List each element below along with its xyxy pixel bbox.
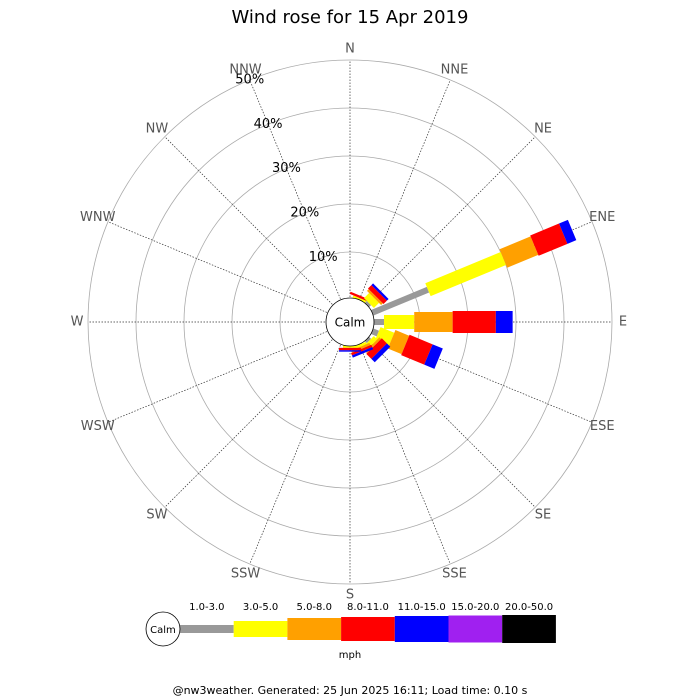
spoke [358, 79, 451, 302]
legend-label: 20.0-50.0 [505, 602, 553, 613]
spoke [358, 342, 451, 565]
footer: @nw3weather. Generated: 25 Jun 2025 16:1… [173, 684, 528, 697]
wind-bar [384, 315, 415, 329]
wind-bar [425, 252, 507, 297]
spoke [107, 330, 330, 423]
direction-label: NW [146, 121, 169, 136]
spoke [249, 342, 342, 565]
unit-label: mph [339, 650, 361, 661]
wind-bar [452, 311, 496, 333]
wind-bar [351, 346, 374, 358]
wind-bar [351, 344, 373, 356]
legend-label: 8.0-11.0 [347, 602, 389, 613]
r-tick-label: 20% [290, 205, 319, 220]
spoke [365, 136, 536, 307]
direction-label: N [345, 42, 355, 57]
bars [339, 219, 577, 369]
grid-ring [87, 59, 613, 585]
legend-swatch [180, 625, 234, 633]
legend-swatch [502, 615, 556, 643]
direction-label: ENE [589, 210, 615, 225]
spoke [107, 221, 330, 314]
wind-bar [371, 343, 391, 363]
wind-bar [367, 285, 387, 305]
legend-swatch [394, 616, 449, 642]
wind-bar [369, 286, 430, 317]
wind-bar [401, 334, 433, 365]
wind-bar [424, 344, 443, 369]
r-tick-label: 40% [254, 117, 283, 132]
calm-label: Calm [335, 316, 366, 330]
spoke [164, 136, 335, 307]
wind-bar [339, 350, 361, 352]
direction-label: WNW [80, 210, 116, 225]
wind-bar [495, 311, 513, 333]
legend-label: 1.0-3.0 [189, 602, 224, 613]
legend-calm-circle [145, 611, 181, 647]
direction-label: SW [146, 508, 167, 523]
spoke [249, 79, 342, 302]
direction-label: SSW [231, 567, 261, 582]
r-tick-label: 30% [272, 161, 301, 176]
wind-bar [366, 289, 383, 306]
legend-swatch [233, 621, 288, 637]
direction-label: NNE [441, 62, 469, 77]
r-tick-label: 10% [309, 250, 338, 265]
wind-bar [559, 219, 577, 244]
spoke [365, 337, 536, 508]
direction-label: WSW [81, 419, 115, 434]
direction-label: ESE [590, 419, 615, 434]
wind-bar [339, 347, 361, 351]
direction-label: S [346, 588, 354, 603]
wind-bar [371, 283, 389, 301]
wind-bar [387, 329, 410, 355]
legend-label: 15.0-20.0 [451, 602, 499, 613]
wind-bar [499, 236, 539, 268]
legend-label: 11.0-15.0 [398, 602, 446, 613]
legend-label: 5.0-8.0 [297, 602, 332, 613]
direction-label: W [71, 315, 84, 330]
legend-swatch [287, 618, 342, 640]
legend-swatch [448, 615, 503, 643]
wind-bar [530, 223, 568, 256]
r-tick-label: 50% [235, 72, 264, 87]
direction-label: NNW [229, 62, 261, 77]
chart-title: Wind rose for 15 Apr 2019 [232, 7, 469, 28]
calm-circle [325, 297, 375, 347]
wind-bar [363, 335, 372, 344]
legend-label: 3.0-5.0 [243, 602, 278, 613]
wind-bar [363, 300, 372, 309]
wind-bar [352, 295, 367, 304]
direction-label: NE [534, 121, 552, 136]
direction-label: SE [535, 508, 551, 523]
wind-bar [414, 312, 453, 332]
spoke [164, 337, 335, 508]
wind-bar [364, 293, 379, 308]
direction-label: E [619, 315, 627, 330]
wind-bar [372, 319, 384, 325]
wind-bar [366, 338, 387, 359]
legend-swatch [341, 617, 395, 641]
legend-calm-label: Calm [150, 625, 176, 636]
direction-label: SSE [442, 567, 467, 582]
